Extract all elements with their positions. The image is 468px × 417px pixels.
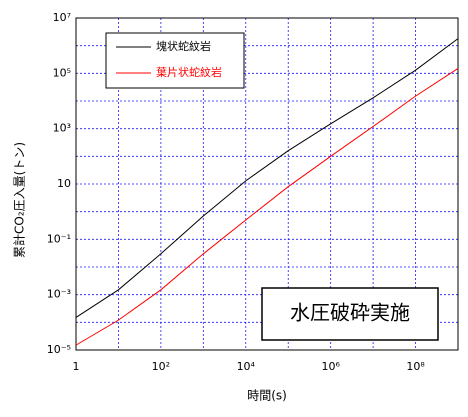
x-tick-label: 10⁸ bbox=[406, 360, 425, 373]
x-tick-label: 10² bbox=[152, 360, 170, 373]
y-tick-label: 10 bbox=[57, 177, 71, 190]
y-tick-label: 10⁻⁵ bbox=[47, 343, 71, 356]
legend-label: 塊状蛇紋岩 bbox=[156, 39, 211, 53]
y-tick-label: 10⁻³ bbox=[47, 288, 71, 301]
x-axis-label: 時間(s) bbox=[247, 389, 287, 403]
legend-label: 葉片状蛇紋岩 bbox=[156, 65, 222, 79]
y-axis-label: 累計CO₂圧入量(トン) bbox=[12, 142, 27, 258]
plot-frame bbox=[75, 17, 459, 351]
annotation-box bbox=[261, 287, 439, 341]
y-tick-label: 10⁷ bbox=[53, 11, 71, 24]
y-tick-label: 10⁻¹ bbox=[47, 232, 71, 245]
series-line bbox=[75, 38, 459, 318]
annotation: 水圧破砕実施 bbox=[290, 301, 410, 325]
legend-box bbox=[105, 32, 245, 89]
series-line bbox=[75, 68, 459, 346]
x-tick-label: 10⁴ bbox=[237, 360, 256, 373]
x-tick-label: 1 bbox=[73, 360, 80, 373]
y-tick-label: 10⁵ bbox=[53, 66, 71, 79]
x-tick-label: 10⁶ bbox=[321, 360, 340, 373]
y-tick-label: 10³ bbox=[53, 122, 71, 135]
